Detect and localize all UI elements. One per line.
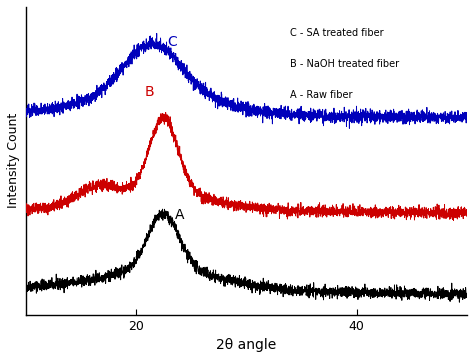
X-axis label: 2θ angle: 2θ angle (216, 338, 276, 352)
Text: C: C (167, 35, 176, 49)
Y-axis label: Intensity Count: Intensity Count (7, 113, 20, 209)
Text: B - NaOH treated fiber: B - NaOH treated fiber (291, 59, 400, 69)
Text: C - SA treated fiber: C - SA treated fiber (291, 28, 384, 38)
Text: A: A (174, 208, 184, 222)
Text: B: B (145, 85, 155, 99)
Text: A - Raw fiber: A - Raw fiber (291, 90, 353, 100)
